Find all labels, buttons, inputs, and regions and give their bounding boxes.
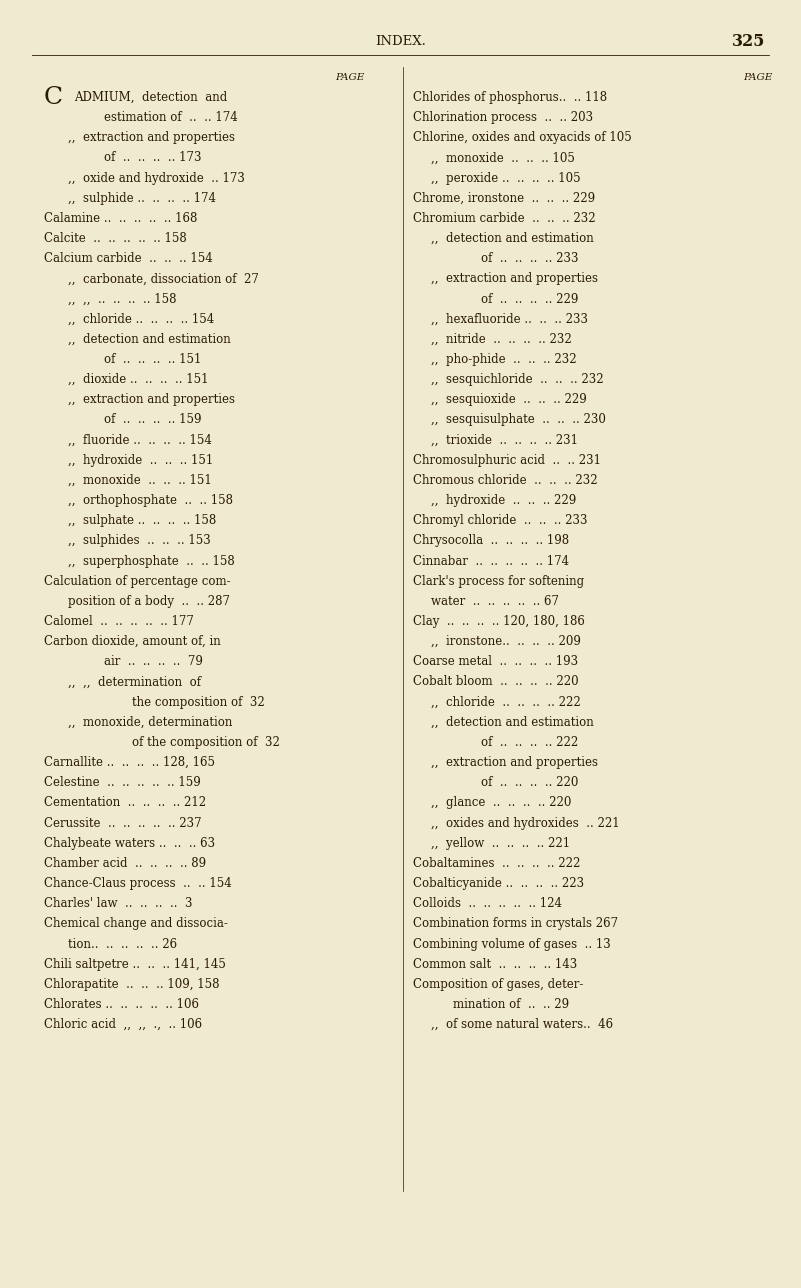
Text: ,,  sesquioxide  ..  ..  .. 229: ,, sesquioxide .. .. .. 229 — [431, 393, 586, 406]
Text: Chromous chloride  ..  ..  .. 232: Chromous chloride .. .. .. 232 — [413, 474, 597, 487]
Text: Calomel  ..  ..  ..  ..  .. 177: Calomel .. .. .. .. .. 177 — [44, 616, 194, 629]
Text: ,,  sulphide ..  ..  ..  .. 174: ,, sulphide .. .. .. .. 174 — [68, 192, 216, 205]
Text: ,,  hydroxide  ..  ..  .. 229: ,, hydroxide .. .. .. 229 — [431, 495, 576, 507]
Text: ,,  sulphate ..  ..  ..  .. 158: ,, sulphate .. .. .. .. 158 — [68, 514, 216, 527]
Text: Carbon dioxide, amount of, in: Carbon dioxide, amount of, in — [44, 635, 221, 648]
Text: PAGE: PAGE — [743, 73, 773, 81]
Text: Cobalticyanide ..  ..  ..  .. 223: Cobalticyanide .. .. .. .. 223 — [413, 877, 584, 890]
Text: ,,  yellow  ..  ..  ..  .. 221: ,, yellow .. .. .. .. 221 — [431, 837, 570, 850]
Text: Calamine ..  ..  ..  ..  .. 168: Calamine .. .. .. .. .. 168 — [44, 213, 197, 225]
Text: ,,  ironstone..  ..  ..  .. 209: ,, ironstone.. .. .. .. 209 — [431, 635, 581, 648]
Text: Cobaltamines  ..  ..  ..  .. 222: Cobaltamines .. .. .. .. 222 — [413, 857, 580, 869]
Text: of  ..  ..  ..  .. 229: of .. .. .. .. 229 — [481, 292, 578, 305]
Text: ,,  superphosphate  ..  .. 158: ,, superphosphate .. .. 158 — [68, 555, 235, 568]
Text: of  ..  ..  ..  .. 220: of .. .. .. .. 220 — [481, 777, 578, 790]
Text: ,,  extraction and properties: ,, extraction and properties — [68, 131, 235, 144]
Text: ,,  hexafluoride ..  ..  .. 233: ,, hexafluoride .. .. .. 233 — [431, 313, 588, 326]
Text: Cinnabar  ..  ..  ..  ..  .. 174: Cinnabar .. .. .. .. .. 174 — [413, 555, 569, 568]
Text: Carnallite ..  ..  ..  .. 128, 165: Carnallite .. .. .. .. 128, 165 — [44, 756, 215, 769]
Text: Chrysocolla  ..  ..  ..  .. 198: Chrysocolla .. .. .. .. 198 — [413, 535, 569, 547]
Text: ,,  carbonate, dissociation of  27: ,, carbonate, dissociation of 27 — [68, 272, 259, 286]
Text: Chamber acid  ..  ..  ..  .. 89: Chamber acid .. .. .. .. 89 — [44, 857, 206, 869]
Text: ,,  oxides and hydroxides  .. 221: ,, oxides and hydroxides .. 221 — [431, 817, 619, 829]
Text: ,,  fluoride ..  ..  ..  .. 154: ,, fluoride .. .. .. .. 154 — [68, 434, 212, 447]
Text: Clay  ..  ..  ..  .. 120, 180, 186: Clay .. .. .. .. 120, 180, 186 — [413, 616, 585, 629]
Text: ,,  chloride ..  ..  ..  .. 154: ,, chloride .. .. .. .. 154 — [68, 313, 215, 326]
Text: Charles' law  ..  ..  ..  ..  3: Charles' law .. .. .. .. 3 — [44, 898, 192, 911]
Text: of  ..  ..  ..  .. 233: of .. .. .. .. 233 — [481, 252, 578, 265]
Text: Calcium carbide  ..  ..  .. 154: Calcium carbide .. .. .. 154 — [44, 252, 213, 265]
Text: Colloids  ..  ..  ..  ..  .. 124: Colloids .. .. .. .. .. 124 — [413, 898, 562, 911]
Text: Chlorates ..  ..  ..  ..  .. 106: Chlorates .. .. .. .. .. 106 — [44, 998, 199, 1011]
Text: ,,  ,,  ..  ..  ..  .. 158: ,, ,, .. .. .. .. 158 — [68, 292, 176, 305]
Text: ,,  extraction and properties: ,, extraction and properties — [431, 756, 598, 769]
Text: Chlorine, oxides and oxyacids of 105: Chlorine, oxides and oxyacids of 105 — [413, 131, 631, 144]
Text: Chemical change and dissocia-: Chemical change and dissocia- — [44, 917, 228, 930]
Text: of  ..  ..  ..  .. 173: of .. .. .. .. 173 — [104, 152, 202, 165]
Text: ,,  monoxide  ..  ..  .. 151: ,, monoxide .. .. .. 151 — [68, 474, 211, 487]
Text: water  ..  ..  ..  ..  .. 67: water .. .. .. .. .. 67 — [431, 595, 559, 608]
Text: Combination forms in crystals 267: Combination forms in crystals 267 — [413, 917, 618, 930]
Text: ,,  sesquichloride  ..  ..  .. 232: ,, sesquichloride .. .. .. 232 — [431, 374, 604, 386]
Text: Cerussite  ..  ..  ..  ..  .. 237: Cerussite .. .. .. .. .. 237 — [44, 817, 202, 829]
Text: Chalybeate waters ..  ..  .. 63: Chalybeate waters .. .. .. 63 — [44, 837, 215, 850]
Text: Coarse metal  ..  ..  ..  .. 193: Coarse metal .. .. .. .. 193 — [413, 656, 578, 668]
Text: ,,  chloride  ..  ..  ..  .. 222: ,, chloride .. .. .. .. 222 — [431, 696, 581, 708]
Text: ,,  detection and estimation: ,, detection and estimation — [431, 716, 594, 729]
Text: Common salt  ..  ..  ..  .. 143: Common salt .. .. .. .. 143 — [413, 958, 577, 971]
Text: position of a body  ..  .. 287: position of a body .. .. 287 — [68, 595, 230, 608]
Text: ,,  monoxide  ..  ..  .. 105: ,, monoxide .. .. .. 105 — [431, 152, 575, 165]
Text: Chromium carbide  ..  ..  .. 232: Chromium carbide .. .. .. 232 — [413, 213, 595, 225]
Text: ,,  ,,  determination  of: ,, ,, determination of — [68, 675, 201, 689]
Text: mination of  ..  .. 29: mination of .. .. 29 — [453, 998, 569, 1011]
Text: ,,  sulphides  ..  ..  .. 153: ,, sulphides .. .. .. 153 — [68, 535, 211, 547]
Text: ,,  glance  ..  ..  ..  .. 220: ,, glance .. .. .. .. 220 — [431, 796, 571, 809]
Text: Chlorination process  ..  .. 203: Chlorination process .. .. 203 — [413, 111, 593, 124]
Text: ,,  extraction and properties: ,, extraction and properties — [68, 393, 235, 406]
Text: of  ..  ..  ..  .. 151: of .. .. .. .. 151 — [104, 353, 202, 366]
Text: ,,  detection and estimation: ,, detection and estimation — [431, 232, 594, 245]
Text: ,,  detection and estimation: ,, detection and estimation — [68, 332, 231, 345]
Text: Clark's process for softening: Clark's process for softening — [413, 574, 584, 587]
Text: Composition of gases, deter-: Composition of gases, deter- — [413, 978, 583, 990]
Text: ,,  trioxide  ..  ..  ..  .. 231: ,, trioxide .. .. .. .. 231 — [431, 434, 578, 447]
Text: ,,  peroxide ..  ..  ..  .. 105: ,, peroxide .. .. .. .. 105 — [431, 171, 581, 184]
Text: Calculation of percentage com-: Calculation of percentage com- — [44, 574, 231, 587]
Text: ,,  extraction and properties: ,, extraction and properties — [431, 272, 598, 286]
Text: C: C — [44, 86, 63, 109]
Text: Combining volume of gases  .. 13: Combining volume of gases .. 13 — [413, 938, 610, 951]
Text: ,,  sesquisulphate  ..  ..  .. 230: ,, sesquisulphate .. .. .. 230 — [431, 413, 606, 426]
Text: ,,  nitride  ..  ..  ..  .. 232: ,, nitride .. .. .. .. 232 — [431, 332, 572, 345]
Text: estimation of  ..  .. 174: estimation of .. .. 174 — [104, 111, 238, 124]
Text: Chlorides of phosphorus..  .. 118: Chlorides of phosphorus.. .. 118 — [413, 91, 606, 104]
Text: ADMIUM,  detection  and: ADMIUM, detection and — [74, 91, 227, 104]
Text: Chloric acid  ,,  ,,  .,  .. 106: Chloric acid ,, ,, ., .. 106 — [44, 1019, 202, 1032]
Text: Chromosulphuric acid  ..  .. 231: Chromosulphuric acid .. .. 231 — [413, 453, 601, 466]
Text: ,,  oxide and hydroxide  .. 173: ,, oxide and hydroxide .. 173 — [68, 171, 245, 184]
Text: INDEX.: INDEX. — [375, 35, 426, 48]
Text: air  ..  ..  ..  ..  79: air .. .. .. .. 79 — [104, 656, 203, 668]
Text: PAGE: PAGE — [335, 73, 364, 81]
Text: Cobalt bloom  ..  ..  ..  .. 220: Cobalt bloom .. .. .. .. 220 — [413, 675, 578, 689]
Text: ,,  pho-phide  ..  ..  .. 232: ,, pho-phide .. .. .. 232 — [431, 353, 577, 366]
Text: Chrome, ironstone  ..  ..  .. 229: Chrome, ironstone .. .. .. 229 — [413, 192, 594, 205]
Text: ,,  hydroxide  ..  ..  .. 151: ,, hydroxide .. .. .. 151 — [68, 453, 213, 466]
Text: ,,  dioxide ..  ..  ..  .. 151: ,, dioxide .. .. .. .. 151 — [68, 374, 208, 386]
Text: the composition of  32: the composition of 32 — [132, 696, 265, 708]
Text: Calcite  ..  ..  ..  ..  .. 158: Calcite .. .. .. .. .. 158 — [44, 232, 187, 245]
Text: Chromyl chloride  ..  ..  .. 233: Chromyl chloride .. .. .. 233 — [413, 514, 587, 527]
Text: ,,  orthophosphate  ..  .. 158: ,, orthophosphate .. .. 158 — [68, 495, 233, 507]
Text: ,,  of some natural waters..  46: ,, of some natural waters.. 46 — [431, 1019, 613, 1032]
Text: ,,  monoxide, determination: ,, monoxide, determination — [68, 716, 232, 729]
Text: of  ..  ..  ..  .. 159: of .. .. .. .. 159 — [104, 413, 202, 426]
Text: tion..  ..  ..  ..  .. 26: tion.. .. .. .. .. 26 — [68, 938, 177, 951]
Text: Celestine  ..  ..  ..  ..  .. 159: Celestine .. .. .. .. .. 159 — [44, 777, 201, 790]
Text: Chili saltpetre ..  ..  .. 141, 145: Chili saltpetre .. .. .. 141, 145 — [44, 958, 226, 971]
Text: Cementation  ..  ..  ..  .. 212: Cementation .. .. .. .. 212 — [44, 796, 206, 809]
Text: 325: 325 — [731, 32, 765, 50]
Text: of the composition of  32: of the composition of 32 — [132, 735, 280, 748]
Text: Chlorapatite  ..  ..  .. 109, 158: Chlorapatite .. .. .. 109, 158 — [44, 978, 219, 990]
Text: of  ..  ..  ..  .. 222: of .. .. .. .. 222 — [481, 735, 578, 748]
Text: Chance-Claus process  ..  .. 154: Chance-Claus process .. .. 154 — [44, 877, 231, 890]
